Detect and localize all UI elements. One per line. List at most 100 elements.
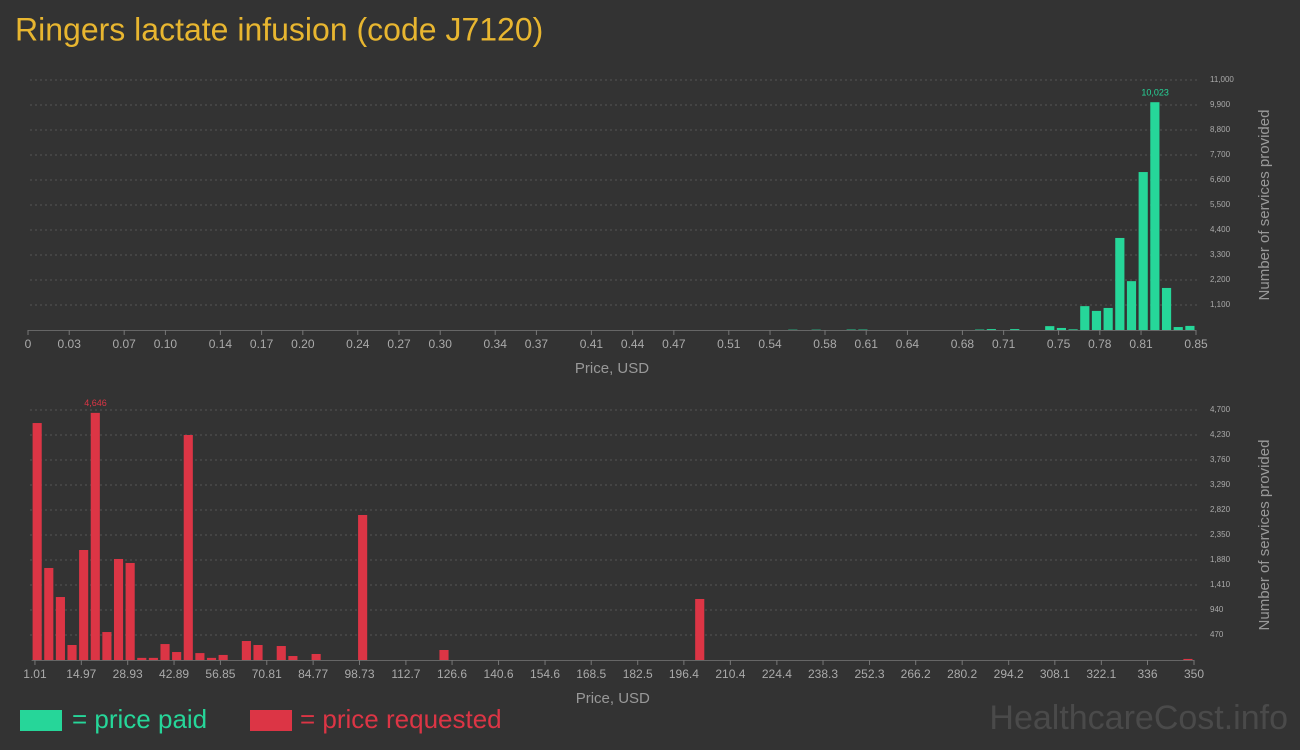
bar: [1056, 327, 1067, 330]
y-axis-title: Number of services provided: [1256, 440, 1273, 631]
legend-swatch: [20, 710, 62, 731]
x-axis-title: Price, USD: [575, 360, 649, 377]
x-tick-label: 0.85: [1184, 337, 1208, 351]
bar: [358, 515, 368, 660]
x-axis-title: Price, USD: [576, 690, 650, 707]
x-tick-label: 0.47: [662, 337, 686, 351]
x-tick-label: 196.4: [669, 667, 699, 681]
x-tick-label: 266.2: [901, 667, 931, 681]
bar: [102, 632, 112, 660]
y-tick-label: 4,230: [1210, 430, 1231, 439]
x-tick-label: 308.1: [1040, 667, 1070, 681]
bar: [172, 652, 182, 660]
x-tick-label: 0: [25, 337, 32, 351]
x-tick-label: 0.54: [758, 337, 782, 351]
x-tick-label: 322.1: [1086, 667, 1116, 681]
bar: [1045, 326, 1055, 330]
x-tick-label: 98.73: [344, 667, 374, 681]
bar: [113, 558, 124, 660]
value-label: 10,023: [1141, 88, 1169, 98]
y-tick-label: 470: [1210, 630, 1224, 639]
x-tick-label: 238.3: [808, 667, 838, 681]
x-tick-label: 126.6: [437, 667, 467, 681]
x-tick-label: 0.44: [621, 337, 645, 351]
bar: [1183, 658, 1193, 660]
legend-label: = price requested: [300, 704, 502, 734]
x-tick-label: 28.93: [113, 667, 143, 681]
x-tick-label: 0.20: [291, 337, 315, 351]
x-tick-label: 56.85: [205, 667, 235, 681]
bar: [1185, 325, 1195, 330]
x-tick-label: 0.07: [113, 337, 137, 351]
bar: [1010, 329, 1020, 330]
x-tick-label: 168.5: [576, 667, 606, 681]
y-tick-label: 7,700: [1210, 150, 1231, 159]
bar: [439, 650, 449, 660]
bar: [695, 598, 705, 660]
x-tick-label: 70.81: [252, 667, 282, 681]
bar: [1150, 102, 1160, 330]
x-tick-label: 0.24: [346, 337, 370, 351]
x-tick-label: 0.71: [992, 337, 1016, 351]
y-tick-label: 3,760: [1210, 455, 1231, 464]
bar: [90, 412, 100, 660]
y-tick-label: 1,880: [1210, 555, 1231, 564]
bar: [1080, 306, 1090, 330]
x-tick-label: 350: [1184, 667, 1204, 681]
bar: [32, 423, 42, 660]
x-tick-label: 0.14: [209, 337, 233, 351]
x-tick-label: 0.37: [525, 337, 549, 351]
x-tick-label: 210.4: [715, 667, 745, 681]
bar: [218, 654, 228, 660]
bar: [241, 641, 251, 660]
bar: [148, 657, 158, 660]
y-tick-label: 3,290: [1210, 480, 1231, 489]
bar: [206, 657, 217, 660]
page-title: Ringers lactate infusion (code J7120): [15, 11, 543, 47]
bar: [160, 644, 170, 660]
x-tick-label: 0.61: [855, 337, 879, 351]
bar: [1091, 310, 1102, 330]
bar: [55, 597, 65, 660]
x-tick-label: 1.01: [23, 667, 47, 681]
x-tick-label: 154.6: [530, 667, 560, 681]
x-tick-label: 0.81: [1129, 337, 1153, 351]
bar: [1126, 281, 1137, 330]
y-tick-label: 3,300: [1210, 250, 1231, 259]
x-tick-label: 224.4: [762, 667, 792, 681]
y-tick-label: 1,410: [1210, 580, 1231, 589]
x-tick-label: 112.7: [391, 667, 420, 681]
bar: [1161, 287, 1172, 330]
bar: [1138, 172, 1148, 330]
x-tick-label: 0.10: [154, 337, 178, 351]
x-tick-label: 294.2: [994, 667, 1024, 681]
bar: [276, 646, 286, 660]
x-tick-label: 0.78: [1088, 337, 1112, 351]
x-tick-label: 252.3: [855, 667, 885, 681]
bar: [1103, 307, 1113, 330]
x-tick-label: 0.58: [813, 337, 837, 351]
y-tick-label: 4,400: [1210, 225, 1231, 234]
x-tick-label: 0.17: [250, 337, 274, 351]
x-tick-label: 0.68: [951, 337, 975, 351]
bar: [183, 435, 193, 660]
y-tick-label: 6,600: [1210, 175, 1231, 184]
x-tick-label: 0.41: [580, 337, 604, 351]
y-tick-label: 2,820: [1210, 505, 1231, 514]
x-tick-label: 0.75: [1047, 337, 1071, 351]
x-tick-label: 182.5: [623, 667, 653, 681]
bar: [79, 550, 89, 660]
x-tick-label: 140.6: [484, 667, 514, 681]
bar: [1173, 327, 1183, 330]
x-tick-label: 0.34: [484, 337, 508, 351]
bar: [44, 567, 54, 660]
watermark: HealthcareCost.info: [989, 699, 1288, 737]
bar: [253, 645, 263, 660]
y-tick-label: 11,000: [1210, 75, 1234, 84]
bar: [986, 329, 996, 330]
y-tick-label: 5,500: [1210, 200, 1231, 209]
legend-swatch: [250, 710, 292, 731]
y-tick-label: 4,700: [1210, 405, 1231, 414]
